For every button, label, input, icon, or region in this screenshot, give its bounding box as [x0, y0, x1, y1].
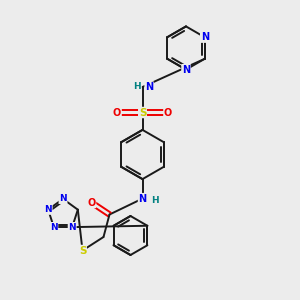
Text: S: S [139, 107, 146, 118]
Text: N: N [182, 64, 190, 75]
Text: S: S [79, 245, 86, 256]
Text: N: N [138, 194, 147, 204]
Text: O: O [164, 107, 172, 118]
Text: O: O [87, 197, 96, 208]
Text: N: N [44, 205, 52, 214]
Text: N: N [68, 223, 76, 232]
Text: N: N [201, 32, 209, 42]
Text: H: H [151, 196, 158, 205]
Text: N: N [59, 194, 67, 203]
Text: O: O [113, 107, 121, 118]
Text: H: H [133, 82, 141, 91]
Text: N: N [145, 82, 153, 92]
Text: N: N [50, 223, 58, 232]
